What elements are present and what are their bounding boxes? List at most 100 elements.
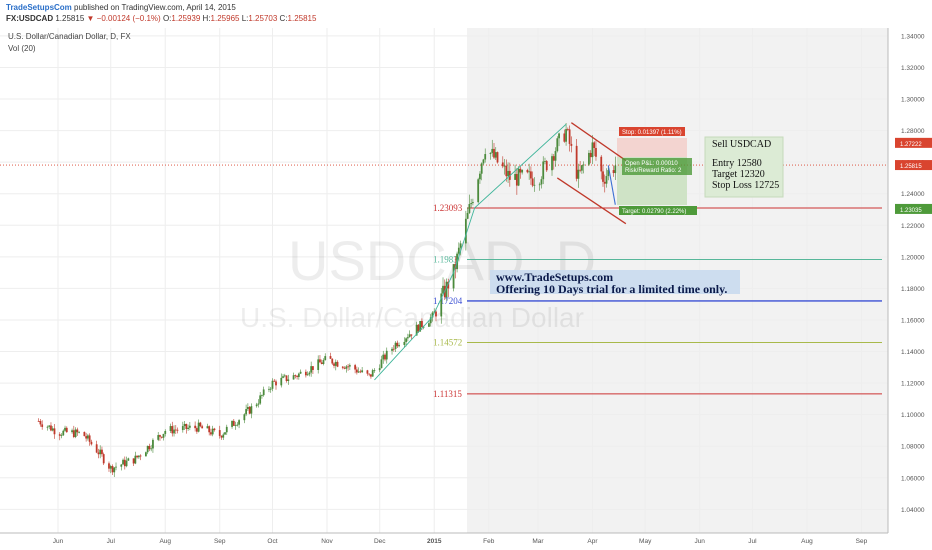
candle-body: [173, 429, 175, 434]
candle-body: [255, 404, 258, 407]
y-tick-label: 1.14000: [901, 349, 925, 356]
candle-body: [368, 373, 371, 375]
candle-body: [445, 281, 448, 298]
candle-body: [137, 455, 140, 458]
y-tick-label: 1.06000: [901, 475, 925, 482]
candle-body: [392, 348, 395, 350]
candle-body: [496, 152, 499, 163]
candle-body: [403, 341, 406, 345]
price-tag: [895, 203, 932, 214]
candle-body: [297, 373, 300, 377]
candle-body: [384, 354, 386, 360]
candle-body: [319, 359, 321, 363]
candle-body: [544, 161, 546, 162]
y-tick-label: 1.30000: [901, 97, 925, 104]
candle-body: [197, 422, 200, 432]
time-axis[interactable]: Jun Jul Aug Sep Oct Nov Dec 2015 Feb Mar Apr May Jun…: [0, 532, 888, 545]
candle-body: [201, 426, 204, 429]
y-tick-label: 1.24000: [901, 191, 925, 198]
candle-body: [246, 407, 249, 410]
candle-body: [566, 129, 569, 130]
candle-body: [552, 156, 555, 161]
candle-body: [480, 163, 483, 174]
candle-body: [86, 435, 89, 439]
candle-body: [132, 458, 135, 464]
trade-note: Sell USDCAD Entry 12580 Target 12320 Sto…: [704, 136, 784, 198]
candle-body: [396, 342, 399, 347]
candle-body: [459, 243, 462, 248]
candle-body: [477, 179, 480, 203]
candle-body: [248, 407, 251, 414]
candle-body: [109, 466, 112, 469]
price-tag: [895, 137, 932, 148]
candle-body: [259, 395, 262, 404]
candle-body: [357, 371, 360, 373]
candle-body: [540, 179, 543, 185]
candle-body: [551, 156, 553, 171]
candle-body: [122, 459, 124, 465]
svg-text:Risk/Reward Ratio: 2: Risk/Reward Ratio: 2: [625, 168, 682, 174]
candle-body: [333, 363, 335, 366]
price-axis[interactable]: 1.340001.320001.300001.280001.260001.240…: [887, 28, 925, 533]
y-tick-label: 1.10000: [901, 412, 925, 419]
chart-header: TradeSetupsCom published on TradingView.…: [6, 3, 317, 23]
close-value: 1.25815: [287, 14, 317, 23]
candle-body: [538, 184, 541, 186]
symbol[interactable]: FX:USDCAD: [6, 14, 54, 23]
candle-body: [334, 361, 337, 366]
candle-body: [271, 380, 274, 389]
candle-body: [224, 432, 226, 435]
candle-body: [464, 218, 467, 244]
y-tick-label: 1.20000: [901, 254, 925, 261]
candle-body: [558, 133, 560, 139]
legend-instrument[interactable]: U.S. Dollar/Canadian Dollar, D, FX: [8, 32, 131, 41]
candle-body: [607, 170, 610, 177]
stop-tag: Stop: 0.01397 (1.11%): [619, 127, 685, 136]
candle-body: [85, 436, 88, 439]
channel-bottom: [556, 177, 627, 225]
candle-body: [39, 421, 42, 425]
candle-body: [101, 449, 103, 455]
note-title: Sell USDCAD: [712, 139, 771, 150]
candle-body: [157, 435, 160, 440]
candle-body: [127, 458, 130, 461]
candle-body: [71, 430, 73, 433]
x-tick-label: Jul: [748, 538, 757, 545]
candle-body: [299, 371, 302, 374]
candle-body: [53, 428, 56, 435]
candle-body: [50, 425, 52, 431]
candle-body: [164, 430, 167, 434]
candle-body: [343, 367, 346, 369]
legend-volume[interactable]: Vol (20): [8, 44, 36, 53]
x-tick-label: Aug: [159, 538, 171, 545]
candle-body: [394, 342, 397, 349]
candle-body: [174, 429, 177, 431]
fib-label: 1.23093: [433, 203, 463, 213]
candle-body: [62, 430, 65, 436]
candle-body: [472, 202, 474, 204]
candle-body: [37, 420, 40, 422]
candle-body: [51, 428, 54, 431]
candle-body: [435, 311, 437, 317]
candle-body: [78, 431, 80, 433]
candle-body: [521, 169, 524, 173]
last-price: 1.25815: [55, 14, 85, 23]
candle-body: [417, 324, 420, 332]
candle-body: [347, 366, 349, 368]
candle-body: [238, 420, 240, 425]
candle-body: [514, 174, 516, 180]
x-tick-label: Nov: [321, 538, 333, 545]
publisher-link[interactable]: TradeSetupsCom: [6, 3, 72, 12]
candle-body: [324, 356, 327, 361]
candle-body: [187, 427, 189, 429]
candle-body: [419, 321, 422, 332]
high-value: 1.25965: [210, 14, 240, 23]
candle-body: [468, 204, 471, 213]
candle-body: [593, 142, 596, 148]
candle-body: [231, 420, 233, 427]
note-entry: Entry 12580: [712, 158, 762, 169]
candle-body: [348, 365, 351, 367]
x-tick-label: Apr: [587, 538, 598, 545]
candle-body: [526, 169, 529, 173]
